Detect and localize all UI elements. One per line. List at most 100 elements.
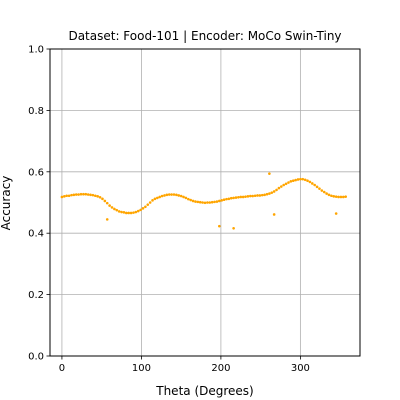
data-point xyxy=(163,194,166,197)
data-point xyxy=(339,195,343,199)
data-point xyxy=(60,195,64,199)
data-point xyxy=(96,195,99,198)
data-point xyxy=(184,196,188,200)
data-point xyxy=(253,194,257,198)
data-point xyxy=(208,201,212,204)
data-point xyxy=(125,211,128,215)
data-point xyxy=(303,178,307,182)
data-point xyxy=(101,197,104,201)
data-point xyxy=(120,210,123,214)
data-point xyxy=(220,199,223,202)
data-point xyxy=(222,198,226,202)
x-tick-label: 100 xyxy=(132,363,151,374)
data-point xyxy=(213,200,216,204)
data-point xyxy=(268,172,271,175)
data-point xyxy=(129,211,133,215)
data-point xyxy=(160,194,164,198)
data-point xyxy=(84,192,88,196)
data-point xyxy=(82,192,85,196)
data-point xyxy=(210,200,214,204)
data-point xyxy=(270,191,274,194)
data-point xyxy=(134,210,138,214)
x-tick-label: 200 xyxy=(211,363,230,374)
data-point xyxy=(344,195,347,198)
data-point xyxy=(86,193,90,196)
data-point xyxy=(175,193,178,197)
data-point xyxy=(158,195,161,199)
data-point xyxy=(170,193,173,196)
data-point xyxy=(282,183,285,187)
data-point xyxy=(182,195,185,199)
data-point xyxy=(151,199,154,202)
data-point xyxy=(263,193,266,197)
data-point xyxy=(63,195,66,198)
data-point xyxy=(198,200,202,204)
data-point xyxy=(237,195,240,199)
data-point xyxy=(301,177,305,181)
data-point xyxy=(65,194,68,198)
data-point xyxy=(77,193,80,196)
data-point xyxy=(115,208,119,212)
data-point xyxy=(89,193,92,197)
data-point xyxy=(289,180,293,183)
data-point xyxy=(291,179,295,183)
data-point xyxy=(74,193,78,196)
data-point xyxy=(203,201,207,205)
data-point xyxy=(156,196,159,200)
data-point xyxy=(94,194,97,198)
data-point xyxy=(148,201,152,204)
y-tick-label: 0.2 xyxy=(28,290,44,301)
data-point xyxy=(172,193,176,196)
data-point xyxy=(272,190,276,193)
data-point xyxy=(196,200,200,204)
data-point xyxy=(110,206,114,209)
data-point xyxy=(215,200,219,203)
data-point xyxy=(117,210,121,213)
y-tick-label: 0.4 xyxy=(28,229,44,240)
data-point xyxy=(275,188,278,192)
data-point xyxy=(287,181,290,184)
data-point xyxy=(342,195,345,199)
data-point xyxy=(187,197,190,201)
data-point xyxy=(327,193,331,197)
data-point xyxy=(277,186,281,190)
data-point xyxy=(246,195,250,198)
data-point xyxy=(334,195,338,198)
data-point xyxy=(234,196,238,199)
data-point xyxy=(244,195,247,198)
data-point xyxy=(280,185,283,188)
data-point xyxy=(70,193,73,197)
data-point xyxy=(299,177,302,181)
data-point xyxy=(229,196,233,200)
data-point xyxy=(249,194,252,198)
data-point xyxy=(165,193,169,197)
data-point xyxy=(241,195,245,199)
data-point xyxy=(315,185,319,189)
data-point xyxy=(313,183,316,187)
data-point xyxy=(141,207,145,210)
data-point xyxy=(218,199,221,203)
data-point xyxy=(294,178,297,182)
data-point xyxy=(232,196,235,200)
data-point xyxy=(67,194,71,198)
data-point xyxy=(122,211,126,214)
data-point xyxy=(103,199,107,203)
data-point xyxy=(105,201,109,205)
data-point xyxy=(194,200,197,203)
data-point xyxy=(268,192,271,195)
data-point xyxy=(337,195,340,199)
x-axis-ticks: 0 100 200 300 xyxy=(59,356,310,374)
data-point xyxy=(113,207,116,211)
x-axis-label: Theta (Degrees) xyxy=(155,384,253,398)
data-point xyxy=(127,211,130,215)
data-point xyxy=(239,195,243,199)
data-point xyxy=(272,213,276,216)
data-point xyxy=(79,192,83,196)
data-points xyxy=(60,172,347,230)
data-point xyxy=(260,193,264,197)
chart-title: Dataset: Food-101 | Encoder: MoCo Swin-T… xyxy=(68,29,341,43)
x-tick-label: 0 xyxy=(59,363,65,374)
data-point xyxy=(146,203,150,206)
plot-frame xyxy=(49,48,361,357)
